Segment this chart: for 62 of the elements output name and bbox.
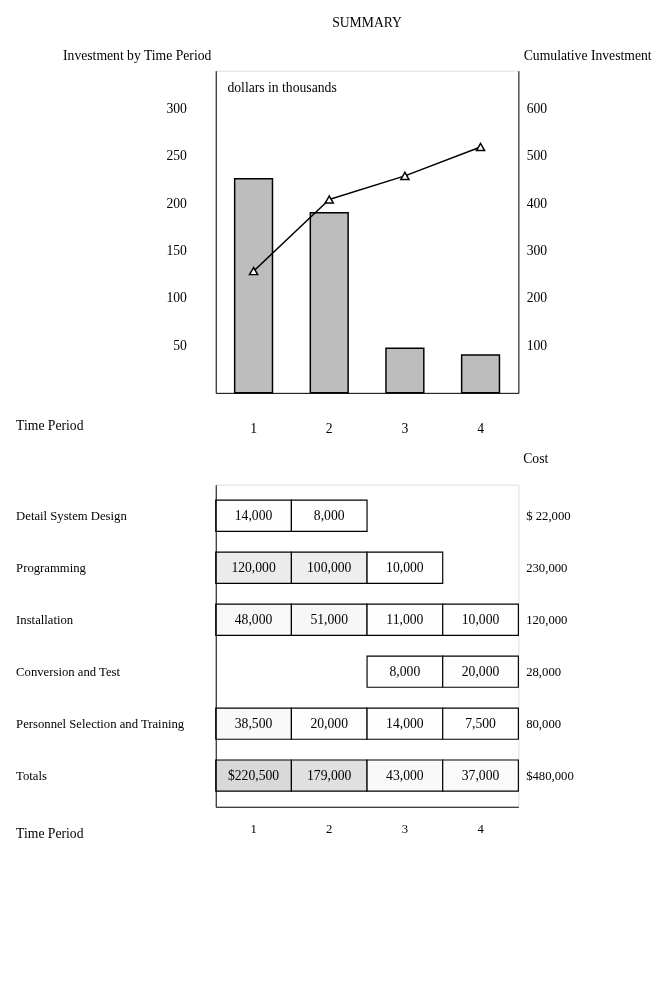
- chart-title: SUMMARY: [332, 14, 403, 30]
- y-tick-label: 150: [166, 243, 188, 259]
- x-tick-label: 3: [401, 421, 409, 437]
- y2-tick-label: 200: [526, 290, 548, 306]
- y-tick-label: Programming: [16, 560, 87, 575]
- data-label: 37,000: [461, 767, 500, 783]
- y2-axis-title: Cost: [523, 451, 549, 467]
- x-tick-label: 1: [250, 821, 257, 836]
- y-tick-label: 300: [166, 100, 188, 116]
- y2-tick-label: $480,000: [526, 768, 574, 783]
- data-label: 14,000: [234, 507, 273, 523]
- data-label: 120,000: [231, 559, 276, 575]
- data-label: 14,000: [386, 715, 424, 731]
- y-tick-label: Detail System Design: [16, 508, 128, 523]
- x-tick-label: 1: [250, 421, 258, 437]
- data-label: $220,500: [227, 767, 280, 783]
- data-label: 51,000: [310, 611, 349, 627]
- annotation: dollars in thousands: [227, 80, 337, 96]
- y2-tick-label: 28,000: [526, 664, 562, 679]
- y2-tick-label: 100: [526, 337, 548, 353]
- data-label: 179,000: [307, 767, 352, 783]
- y2-tick-label: 300: [526, 243, 548, 259]
- y-tick-label: 250: [166, 148, 188, 164]
- y2-tick-label: 600: [526, 100, 548, 116]
- point: [475, 142, 486, 152]
- x-tick-label: 4: [477, 421, 485, 437]
- data-label: 8,000: [389, 663, 421, 679]
- x-axis-title: Time Period: [16, 418, 84, 434]
- data-label: 43,000: [386, 767, 424, 783]
- point: [400, 171, 410, 181]
- y-tick-label: Conversion and Test: [16, 664, 121, 679]
- data-label: 7,500: [465, 715, 497, 731]
- x-tick-label: 2: [326, 821, 333, 836]
- data-label: 100,000: [307, 559, 352, 575]
- y2-tick-label: $ 22,000: [526, 508, 571, 523]
- y2-tick-label: 120,000: [526, 612, 568, 627]
- y-axis-title: Investment by Time Period: [63, 48, 212, 64]
- y-tick-label: Totals: [16, 768, 47, 783]
- x-tick-label: 3: [401, 821, 409, 836]
- data-label: 20,000: [310, 715, 349, 731]
- x-tick-label: 2: [325, 421, 333, 437]
- y-tick-label: 200: [166, 195, 188, 211]
- y2-axis-title: Cumulative Investment: [523, 48, 652, 64]
- data-label: 38,500: [234, 715, 273, 731]
- y-tick-label: Personnel Selection and Training: [16, 716, 185, 731]
- data-label: 10,000: [386, 559, 424, 575]
- data-label: 20,000: [461, 663, 500, 679]
- data-label: 8,000: [313, 507, 345, 523]
- data-label: 10,000: [461, 611, 500, 627]
- y2-tick-label: 500: [526, 148, 548, 164]
- x-axis-title: Time Period: [16, 825, 84, 841]
- y2-tick-label: 80,000: [526, 716, 562, 731]
- x-tick-label: 4: [477, 821, 485, 836]
- point: [324, 195, 335, 204]
- y2-tick-label: 230,000: [526, 560, 568, 575]
- data-label: 48,000: [234, 611, 273, 627]
- data-label: 11,000: [386, 611, 424, 627]
- y-tick-label: 100: [166, 290, 188, 306]
- y-tick-label: Installation: [16, 612, 74, 627]
- point: [248, 266, 259, 276]
- y-tick-label: 50: [173, 337, 188, 353]
- y2-tick-label: 400: [526, 195, 548, 211]
